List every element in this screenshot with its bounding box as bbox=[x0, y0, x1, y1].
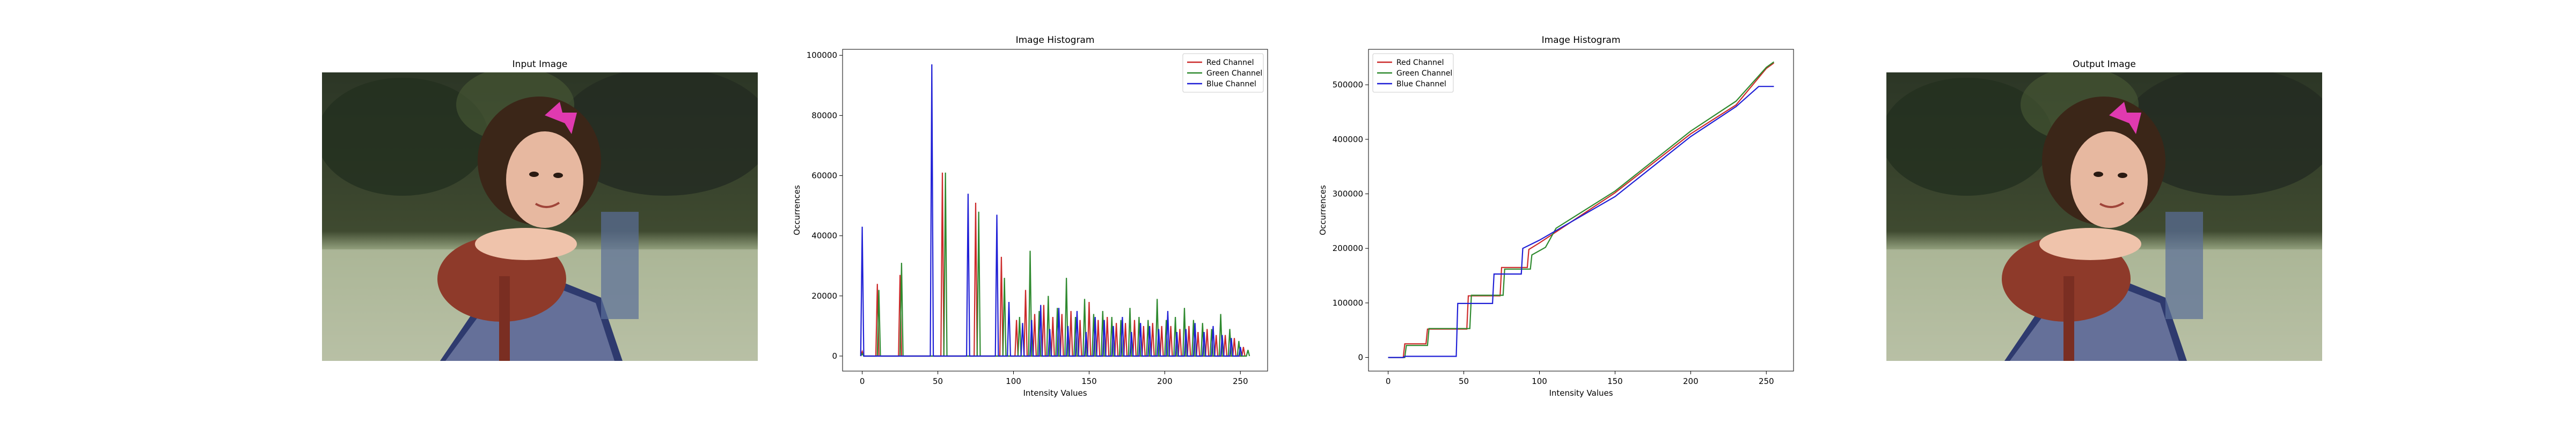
x-tick-label: 200 bbox=[1157, 376, 1173, 386]
x-tick-label: 100 bbox=[1006, 376, 1021, 386]
x-tick-label: 50 bbox=[1459, 376, 1469, 386]
x-tick-label: 0 bbox=[860, 376, 865, 386]
x-axis-label: Intensity Values bbox=[1549, 388, 1613, 398]
output-image-title: Output Image bbox=[2073, 59, 2136, 70]
legend-label: Blue Channel bbox=[1396, 80, 1446, 88]
output-image-panel: Output Image bbox=[1886, 59, 2322, 365]
legend-box bbox=[1182, 53, 1264, 93]
x-tick-label: 50 bbox=[933, 376, 943, 386]
y-axis-label: Occurrences bbox=[792, 185, 802, 235]
legend-label: Green Channel bbox=[1206, 69, 1262, 78]
y-tick-label: 500000 bbox=[1333, 80, 1363, 90]
y-tick-label: 0 bbox=[1358, 353, 1363, 363]
y-tick-label: 40000 bbox=[811, 231, 837, 241]
y-tick-label: 300000 bbox=[1333, 189, 1363, 198]
series-line-red-channel bbox=[1388, 62, 1775, 358]
histogram-chart-2: Image Histogram 0 50 100 150 200 250 0 100000 200… bbox=[1309, 27, 1819, 413]
x-axis-label: Intensity Values bbox=[1023, 388, 1087, 398]
x-tick-label: 200 bbox=[1683, 376, 1699, 386]
series-line-blue-channel bbox=[1388, 86, 1774, 358]
histogram-2-svg: Image Histogram 0 50 100 150 200 250 0 100000 200… bbox=[1318, 35, 1794, 398]
y-tick-label: 100000 bbox=[807, 50, 837, 60]
x-tick-label: 100 bbox=[1532, 376, 1547, 386]
output-image bbox=[1886, 72, 2322, 361]
input-image bbox=[322, 72, 758, 361]
legend-label: Red Channel bbox=[1206, 58, 1254, 67]
y-axis-label: Occurrences bbox=[1318, 185, 1328, 235]
legend-label: Blue Channel bbox=[1206, 80, 1256, 88]
y-tick-label: 80000 bbox=[811, 110, 837, 120]
x-tick-label: 250 bbox=[1233, 376, 1248, 386]
y-tick-label: 100000 bbox=[1333, 298, 1363, 308]
y-tick-label: 0 bbox=[832, 351, 837, 361]
x-tick-label: 250 bbox=[1759, 376, 1774, 386]
x-tick-label: 0 bbox=[1386, 376, 1391, 386]
y-tick-label: 200000 bbox=[1333, 243, 1363, 253]
series-line-blue-channel bbox=[860, 64, 1243, 357]
y-tick-label: 400000 bbox=[1333, 135, 1363, 144]
x-tick-label: 150 bbox=[1081, 376, 1097, 386]
plot-frame bbox=[842, 49, 1268, 372]
histogram-chart-1: Image Histogram 0 50 100 150 200 250 0 20000 4000… bbox=[784, 27, 1293, 413]
girl-photo-drawing-output bbox=[1886, 72, 2322, 361]
legend-box bbox=[1372, 53, 1454, 93]
chart-title: Image Histogram bbox=[1542, 35, 1621, 46]
input-image-title: Input Image bbox=[512, 59, 568, 70]
plot-frame bbox=[1368, 49, 1794, 372]
y-tick-label: 20000 bbox=[811, 291, 837, 301]
x-tick-label: 150 bbox=[1607, 376, 1623, 386]
histogram-1-svg: Image Histogram 0 50 100 150 200 250 0 20000 4000… bbox=[792, 35, 1268, 398]
series-line-green-channel bbox=[1388, 61, 1775, 358]
y-tick-label: 60000 bbox=[811, 171, 837, 181]
legend-label: Green Channel bbox=[1396, 69, 1452, 78]
girl-photo-drawing bbox=[322, 72, 758, 361]
legend-label: Red Channel bbox=[1396, 58, 1444, 67]
input-image-panel: Input Image bbox=[322, 59, 758, 365]
chart-title: Image Histogram bbox=[1016, 35, 1095, 46]
